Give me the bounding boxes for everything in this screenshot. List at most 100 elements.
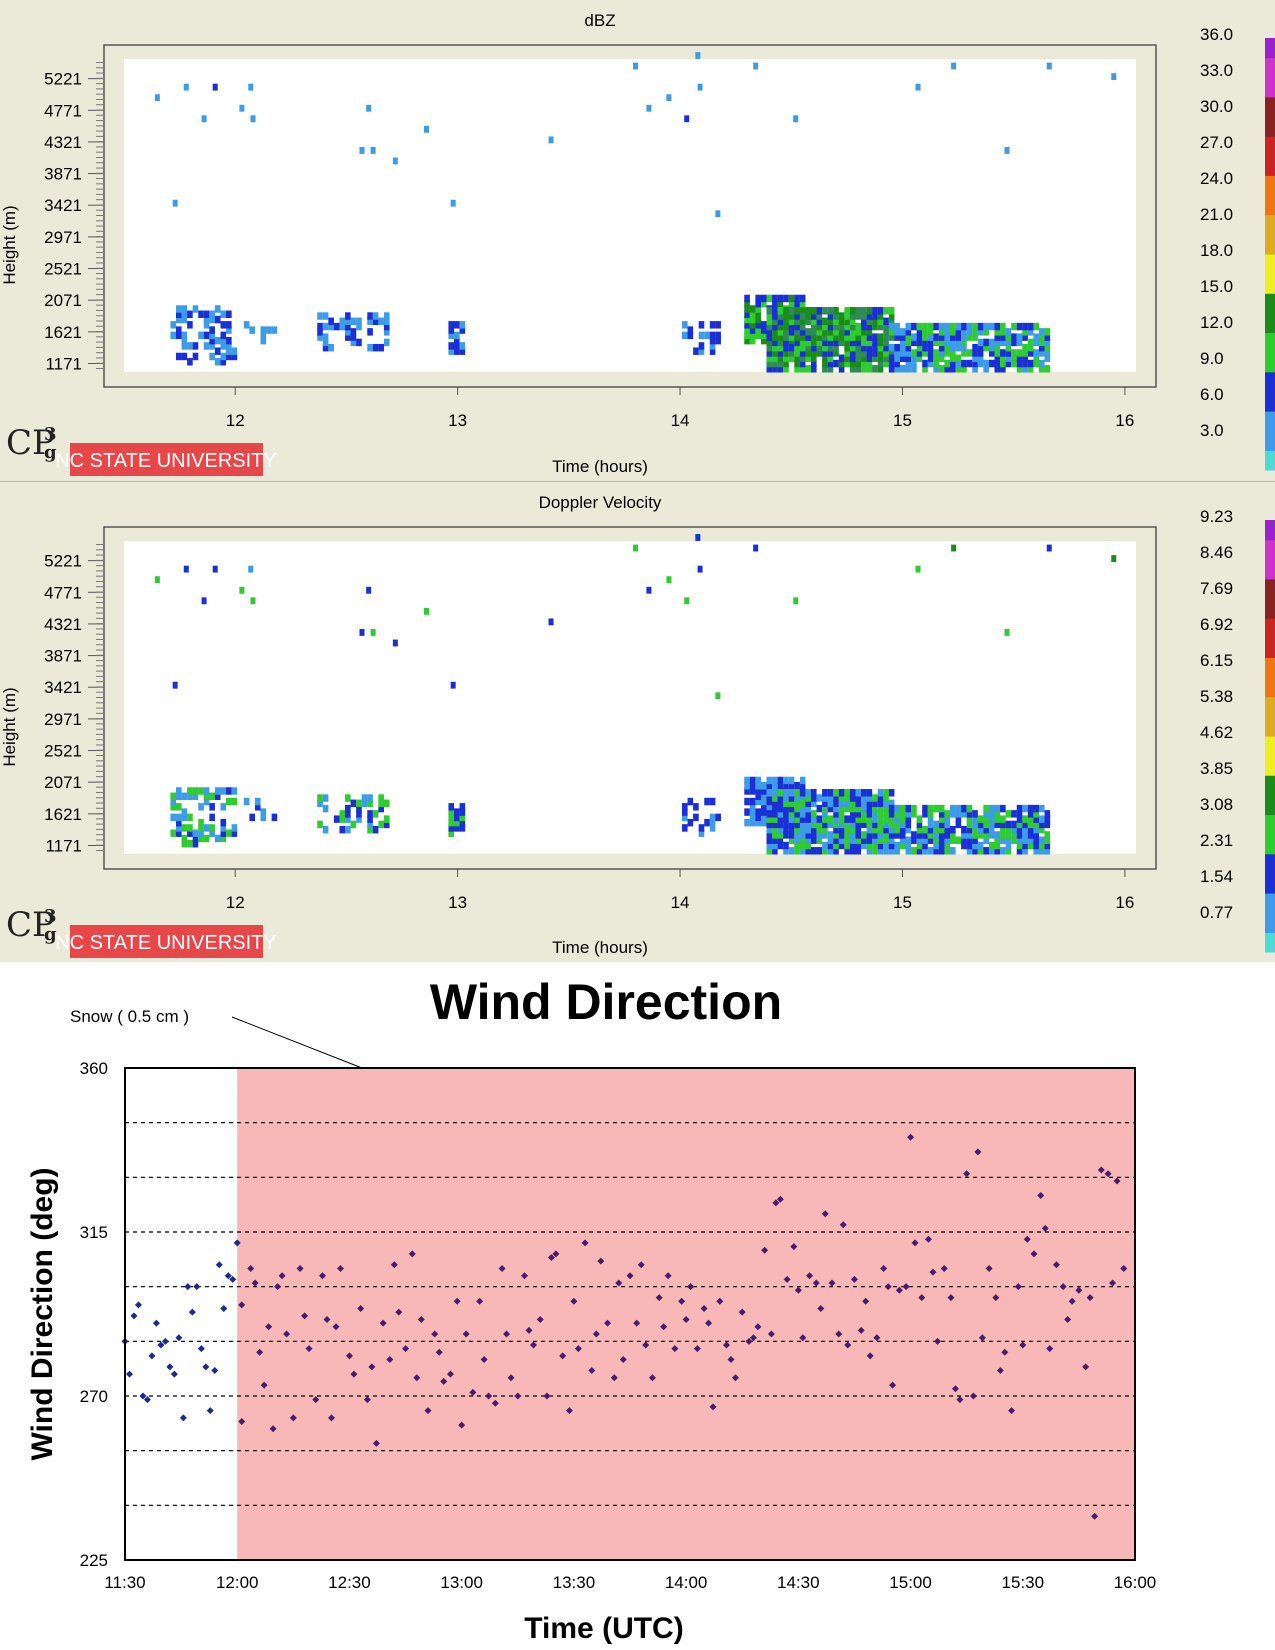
radar-cell (317, 799, 323, 808)
radar-cell (777, 815, 784, 823)
radar-cell (888, 317, 895, 326)
colorbar-segment (1265, 371, 1275, 392)
radar-cell (972, 359, 978, 368)
radar-cell (816, 307, 823, 315)
radar-cell (933, 831, 939, 839)
radar-cell (214, 315, 221, 324)
radar-cell (866, 307, 873, 315)
radar-cell (927, 847, 934, 855)
radar-cell (994, 322, 1001, 331)
radar-cell (1011, 333, 1017, 341)
radar-cell (350, 799, 357, 808)
radar-cell (249, 813, 255, 822)
wind-data-point (1120, 1264, 1128, 1272)
radar-cell (454, 331, 460, 340)
y-tick-label: 3871 (44, 165, 82, 184)
radar-cell (938, 349, 945, 357)
radar-cell (1038, 836, 1045, 844)
radar-cell (709, 824, 716, 832)
radar-cell (322, 343, 329, 352)
wind-data-point (390, 1261, 398, 1269)
radar-cell (1022, 365, 1028, 373)
radar-cell (861, 815, 867, 823)
radar-cell (855, 349, 862, 357)
radar-cell (883, 820, 889, 829)
radar-cell (760, 331, 767, 340)
radar-cell (944, 825, 951, 834)
wind-data-point (940, 1264, 948, 1272)
wind-data-point (202, 1363, 210, 1371)
radar-cell (983, 338, 989, 347)
radar-cell (372, 317, 379, 326)
radar-cell (1005, 359, 1012, 368)
radar-cell (888, 810, 895, 818)
radar-cell (838, 810, 845, 818)
radar-cell (877, 359, 884, 368)
radar-cell (1000, 354, 1006, 362)
radar-cell (938, 815, 945, 823)
radar-cell (799, 328, 806, 336)
radar-cell (187, 813, 193, 822)
radar-cell (838, 333, 845, 341)
radar-cell (833, 317, 839, 326)
radar-cell (1027, 349, 1034, 357)
radar-cell (220, 352, 227, 361)
radar-cell (1016, 815, 1023, 823)
radar-cell (927, 322, 934, 331)
radar-cell (271, 813, 278, 822)
radar-cell (367, 317, 373, 326)
radar-cell (187, 792, 193, 801)
wind-data-point (130, 1312, 138, 1320)
radar-cell (972, 841, 978, 850)
radar-cell (749, 331, 756, 340)
wind-data-point (547, 1254, 555, 1262)
radar-cell (383, 820, 390, 829)
radar-cell (799, 305, 806, 313)
radar-cell (777, 307, 784, 315)
radar-cell (345, 804, 351, 813)
radar-cell (783, 789, 789, 797)
radar-cell (844, 847, 850, 855)
radar-cell (927, 815, 934, 823)
radar-cell (766, 794, 773, 802)
wind-data-point (581, 1239, 589, 1247)
colorbar-label: 1.54 (1200, 867, 1233, 886)
radar-cell (950, 847, 956, 855)
x-tick-label: 12 (226, 411, 245, 430)
radar-cell (181, 336, 188, 345)
radar-cell (994, 841, 1001, 850)
radar-cell (983, 359, 989, 368)
wind-data-point (453, 1297, 461, 1305)
radar-cell (231, 829, 238, 837)
radar-cell (938, 820, 945, 829)
radar-cell (684, 115, 690, 123)
radar-cell (966, 836, 973, 844)
colorbar-label: 2.31 (1200, 831, 1233, 850)
x-tick-label: 14 (671, 411, 690, 430)
radar-cell (777, 359, 784, 368)
wind-data-point (978, 1334, 986, 1342)
radar-cell (788, 349, 795, 357)
radar-cell (704, 797, 710, 806)
wind-data-point (839, 1221, 847, 1229)
radar-cell (961, 359, 967, 368)
wind-data-point (884, 1283, 892, 1291)
radar-cell (209, 824, 215, 832)
radar-cell (799, 836, 806, 844)
wind-data-point (776, 1195, 784, 1203)
radar-cell (922, 841, 928, 850)
radar-cell (1000, 333, 1006, 341)
radar-cell (209, 342, 215, 350)
radar-cell (816, 349, 823, 357)
radar-cell (950, 343, 956, 352)
radar-cell (905, 349, 912, 357)
radar-cell (1027, 322, 1034, 331)
radar-cell (220, 342, 227, 350)
radar-cell (844, 343, 850, 352)
radar-cell (766, 810, 773, 818)
radar-cell (883, 799, 889, 808)
radar-cell (888, 312, 895, 320)
wind-data-point (918, 1294, 926, 1302)
wind-data-point (491, 1399, 499, 1407)
radar-cell (1022, 815, 1028, 823)
